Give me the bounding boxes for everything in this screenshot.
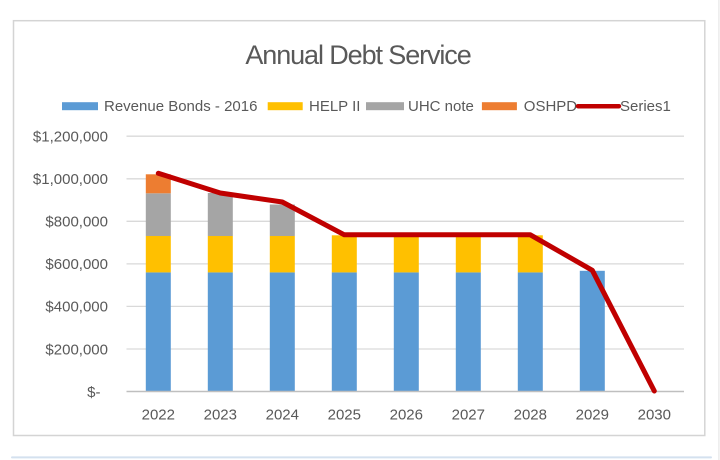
svg-text:2030: 2030	[638, 406, 671, 423]
svg-text:UHC note: UHC note	[408, 98, 474, 115]
svg-text:$1,200,000: $1,200,000	[33, 129, 108, 146]
svg-text:$-: $-	[87, 384, 100, 401]
svg-text:HELP II: HELP II	[309, 98, 360, 115]
svg-text:$800,000: $800,000	[45, 214, 108, 231]
svg-text:2029: 2029	[576, 406, 609, 423]
svg-text:OSHPD: OSHPD	[524, 98, 578, 115]
svg-text:2027: 2027	[452, 406, 485, 423]
svg-text:$200,000: $200,000	[45, 341, 108, 358]
svg-text:Revenue Bonds - 2016: Revenue Bonds - 2016	[104, 98, 257, 115]
svg-text:$400,000: $400,000	[45, 299, 108, 316]
svg-text:Annual Debt Service: Annual Debt Service	[245, 40, 470, 70]
svg-text:$1,000,000: $1,000,000	[33, 171, 108, 188]
svg-text:2023: 2023	[204, 406, 237, 423]
svg-text:Series1: Series1	[620, 98, 671, 115]
svg-text:2022: 2022	[142, 406, 175, 423]
svg-text:2024: 2024	[266, 406, 299, 423]
svg-text:2025: 2025	[328, 406, 361, 423]
svg-text:2026: 2026	[390, 406, 423, 423]
svg-text:$600,000: $600,000	[45, 256, 108, 273]
svg-text:2028: 2028	[514, 406, 547, 423]
